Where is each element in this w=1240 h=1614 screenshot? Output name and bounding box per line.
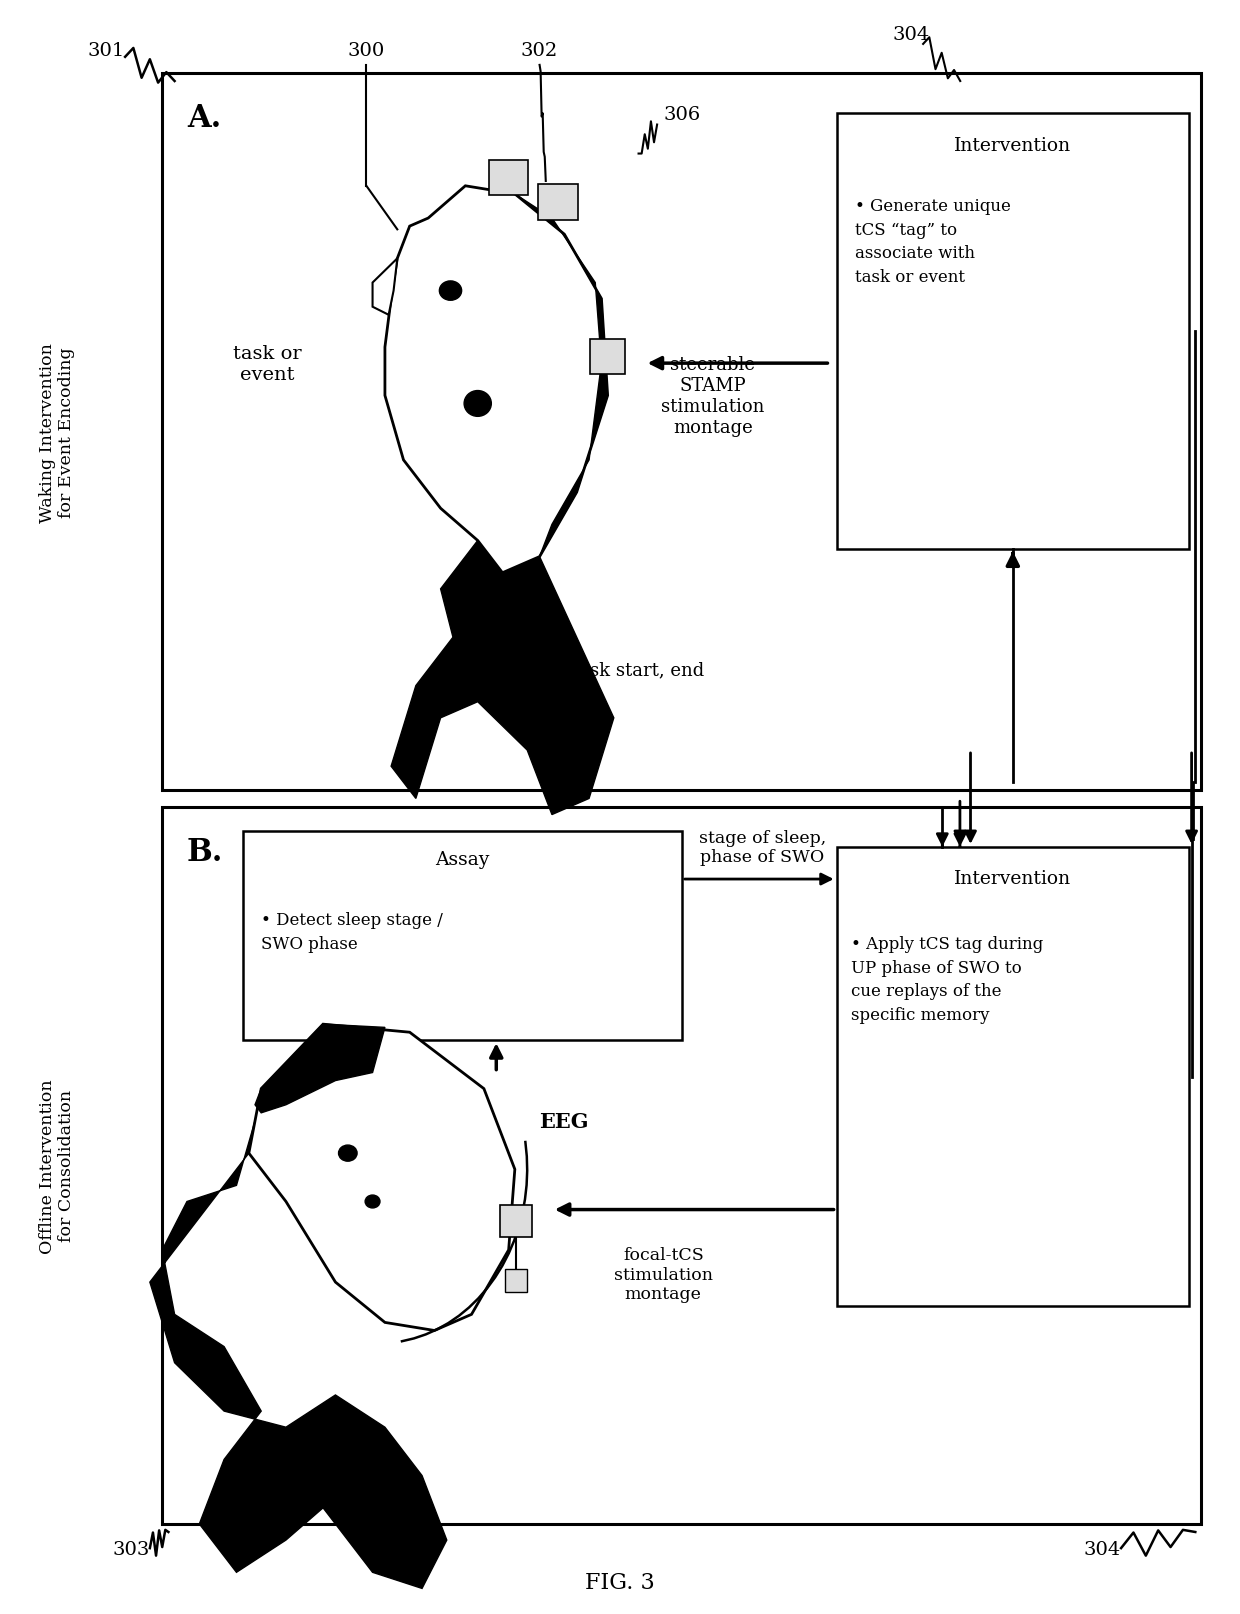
Text: task start, end: task start, end [573,662,704,679]
Text: • Generate unique
tCS “tag” to
associate with
task or event: • Generate unique tCS “tag” to associate… [856,199,1011,286]
Text: steerable
STAMP
stimulation
montage: steerable STAMP stimulation montage [661,357,765,436]
Bar [162,807,1202,1524]
Text: FIG. 3: FIG. 3 [585,1572,655,1593]
Text: • Detect sleep stage /
SWO phase: • Detect sleep stage / SWO phase [262,912,443,952]
Text: 306: 306 [663,107,701,124]
Ellipse shape [365,1196,379,1209]
FancyBboxPatch shape [500,1206,532,1238]
Bar [837,115,1189,549]
Text: stage of sleep,
phase of SWO: stage of sleep, phase of SWO [698,830,826,865]
Text: task or
event: task or event [233,344,301,383]
FancyBboxPatch shape [489,161,528,197]
Text: Waking Intervention
for Event Encoding: Waking Intervention for Event Encoding [38,342,76,523]
Polygon shape [372,260,397,316]
Ellipse shape [339,1146,357,1162]
Text: 301: 301 [88,42,125,60]
Text: focal-tCS
stimulation
montage: focal-tCS stimulation montage [614,1246,713,1302]
Text: A.: A. [187,103,221,134]
Text: 303: 303 [113,1540,150,1558]
Polygon shape [255,1025,384,1114]
FancyBboxPatch shape [505,1270,527,1291]
Ellipse shape [439,282,461,302]
Text: 304: 304 [892,26,929,44]
Text: B.: B. [187,836,223,867]
Text: • Apply tCS tag during
UP phase of SWO to
cue replays of the
specific memory: • Apply tCS tag during UP phase of SWO t… [852,936,1044,1023]
Ellipse shape [464,391,491,416]
Polygon shape [384,187,608,573]
Polygon shape [391,541,614,815]
FancyBboxPatch shape [538,186,578,221]
Polygon shape [515,195,608,557]
Polygon shape [150,1122,446,1588]
Bar [243,831,682,1041]
Text: Intervention: Intervention [955,137,1071,155]
Text: EEG: EEG [539,1110,589,1131]
Text: Offline Intervention
for Consolidation: Offline Intervention for Consolidation [38,1078,76,1252]
Text: 300: 300 [347,42,384,60]
Text: 304: 304 [1084,1540,1121,1558]
Bar [837,847,1189,1306]
Bar [162,74,1202,791]
Polygon shape [249,1025,515,1330]
Text: 302: 302 [521,42,558,60]
FancyBboxPatch shape [590,339,625,374]
Text: Intervention: Intervention [955,870,1071,888]
Text: Assay: Assay [435,851,490,868]
